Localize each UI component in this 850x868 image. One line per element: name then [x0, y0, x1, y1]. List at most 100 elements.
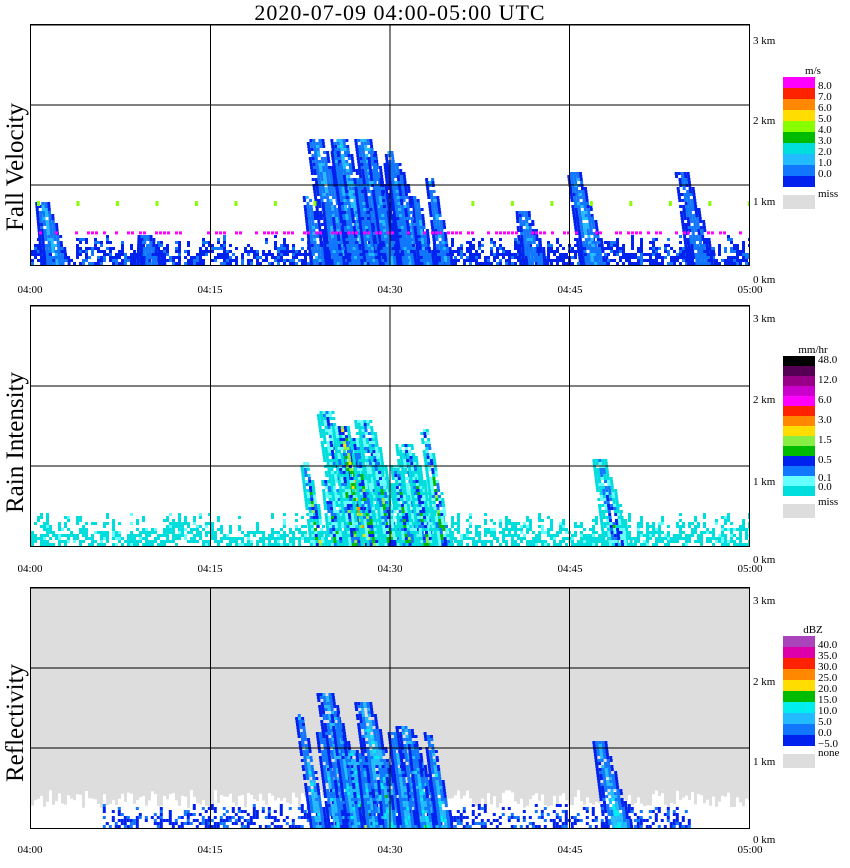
- low-echo-cell: [478, 244, 481, 247]
- low-echo-cell: [625, 253, 628, 256]
- echo-cell: [331, 256, 335, 259]
- echo-cell: [350, 229, 354, 232]
- low-echo-cell: [76, 516, 79, 519]
- echo-cell: [364, 247, 368, 250]
- echo-cell: [678, 178, 682, 181]
- low-echo-cell: [304, 537, 307, 540]
- echo-cell: [398, 190, 402, 193]
- echo-cell: [335, 190, 339, 193]
- low-echo-cell: [112, 256, 115, 259]
- low-echo-cell: [187, 522, 190, 525]
- echo-cell: [685, 205, 689, 208]
- low-echo-cell: [577, 262, 580, 265]
- echo-cell: [333, 172, 337, 175]
- low-echo-cell: [235, 543, 238, 546]
- low-echo-cell: [616, 247, 619, 250]
- echo-cell: [324, 232, 328, 235]
- low-echo-cell: [682, 256, 685, 259]
- low-echo-cell: [58, 537, 61, 540]
- low-echo-cell: [574, 244, 577, 247]
- echo-cell: [308, 226, 312, 229]
- low-echo-cell: [76, 522, 79, 525]
- low-echo-cell: [193, 519, 196, 522]
- echo-cell: [585, 217, 589, 220]
- echo-cell: [528, 217, 532, 220]
- low-echo-cell: [742, 250, 745, 253]
- low-echo-cell: [670, 256, 673, 259]
- low-echo-cell: [97, 256, 100, 259]
- echo-cell: [367, 244, 371, 247]
- echo-cell: [690, 226, 694, 229]
- low-echo-cell: [118, 531, 121, 534]
- echo-cell: [333, 256, 337, 259]
- low-echo-cell: [229, 256, 232, 259]
- echo-cell: [64, 259, 68, 262]
- low-echo-cell: [655, 253, 658, 256]
- low-echo-cell: [262, 537, 265, 540]
- low-echo-cell: [88, 543, 91, 546]
- echo-cell: [407, 190, 411, 193]
- low-echo-cell: [505, 262, 508, 265]
- echo-cell: [518, 250, 522, 253]
- echo-cell: [701, 238, 705, 241]
- echo-cell: [326, 196, 330, 199]
- echo-cell: [359, 178, 363, 181]
- low-echo-cell: [115, 253, 118, 256]
- echo-cell: [686, 172, 690, 175]
- echo-cell: [375, 175, 379, 178]
- low-echo-cell: [487, 259, 490, 262]
- low-echo-cell: [193, 256, 196, 259]
- low-echo-cell: [631, 262, 634, 265]
- low-echo-cell: [124, 262, 127, 265]
- echo-cell: [344, 190, 348, 193]
- echo-cell: [360, 262, 364, 265]
- echo-cell: [319, 145, 323, 148]
- low-echo-cell: [136, 534, 139, 537]
- low-echo-cell: [463, 259, 466, 262]
- low-echo-cell: [454, 262, 457, 265]
- low-echo-cell: [715, 259, 718, 262]
- echo-cell: [350, 208, 354, 211]
- echo-cell: [682, 229, 686, 232]
- echo-cell: [412, 244, 416, 247]
- low-echo-cell: [451, 253, 454, 256]
- aliased-velocity-dash: [219, 231, 222, 235]
- echo-cell: [365, 154, 369, 157]
- echo-cell: [539, 256, 543, 259]
- low-echo-cell: [229, 540, 232, 543]
- echo-cell: [36, 220, 40, 223]
- echo-cell: [55, 262, 59, 265]
- echo-cell: [568, 187, 572, 190]
- echo-cell: [531, 262, 535, 265]
- low-echo-cell: [199, 256, 202, 259]
- echo-cell: [353, 202, 357, 205]
- echo-cell: [304, 217, 308, 220]
- echo-cell: [340, 226, 344, 229]
- low-echo-cell: [289, 531, 292, 534]
- echo-cell: [336, 175, 340, 178]
- echo-cell: [316, 169, 320, 172]
- low-echo-cell: [658, 256, 661, 259]
- echo-cell: [41, 238, 45, 241]
- echo-cell: [582, 217, 586, 220]
- echo-cell: [343, 226, 347, 229]
- echo-cell: [589, 250, 593, 253]
- echo-cell: [401, 235, 405, 238]
- low-echo-cell: [667, 250, 670, 253]
- echo-cell: [366, 214, 370, 217]
- echo-cell: [381, 262, 385, 265]
- echo-cell: [342, 166, 346, 169]
- aliased-velocity-dash: [503, 231, 506, 235]
- low-echo-cell: [307, 540, 310, 543]
- echo-cell: [371, 220, 375, 223]
- echo-cell: [310, 166, 314, 169]
- low-echo-cell: [121, 537, 124, 540]
- low-echo-cell: [283, 244, 286, 247]
- echo-cell: [316, 172, 320, 175]
- echo-cell: [360, 163, 364, 166]
- low-echo-cell: [286, 247, 289, 250]
- echo-cell: [40, 256, 44, 259]
- echo-cell: [332, 196, 336, 199]
- low-echo-cell: [271, 534, 274, 537]
- echo-cell: [315, 142, 319, 145]
